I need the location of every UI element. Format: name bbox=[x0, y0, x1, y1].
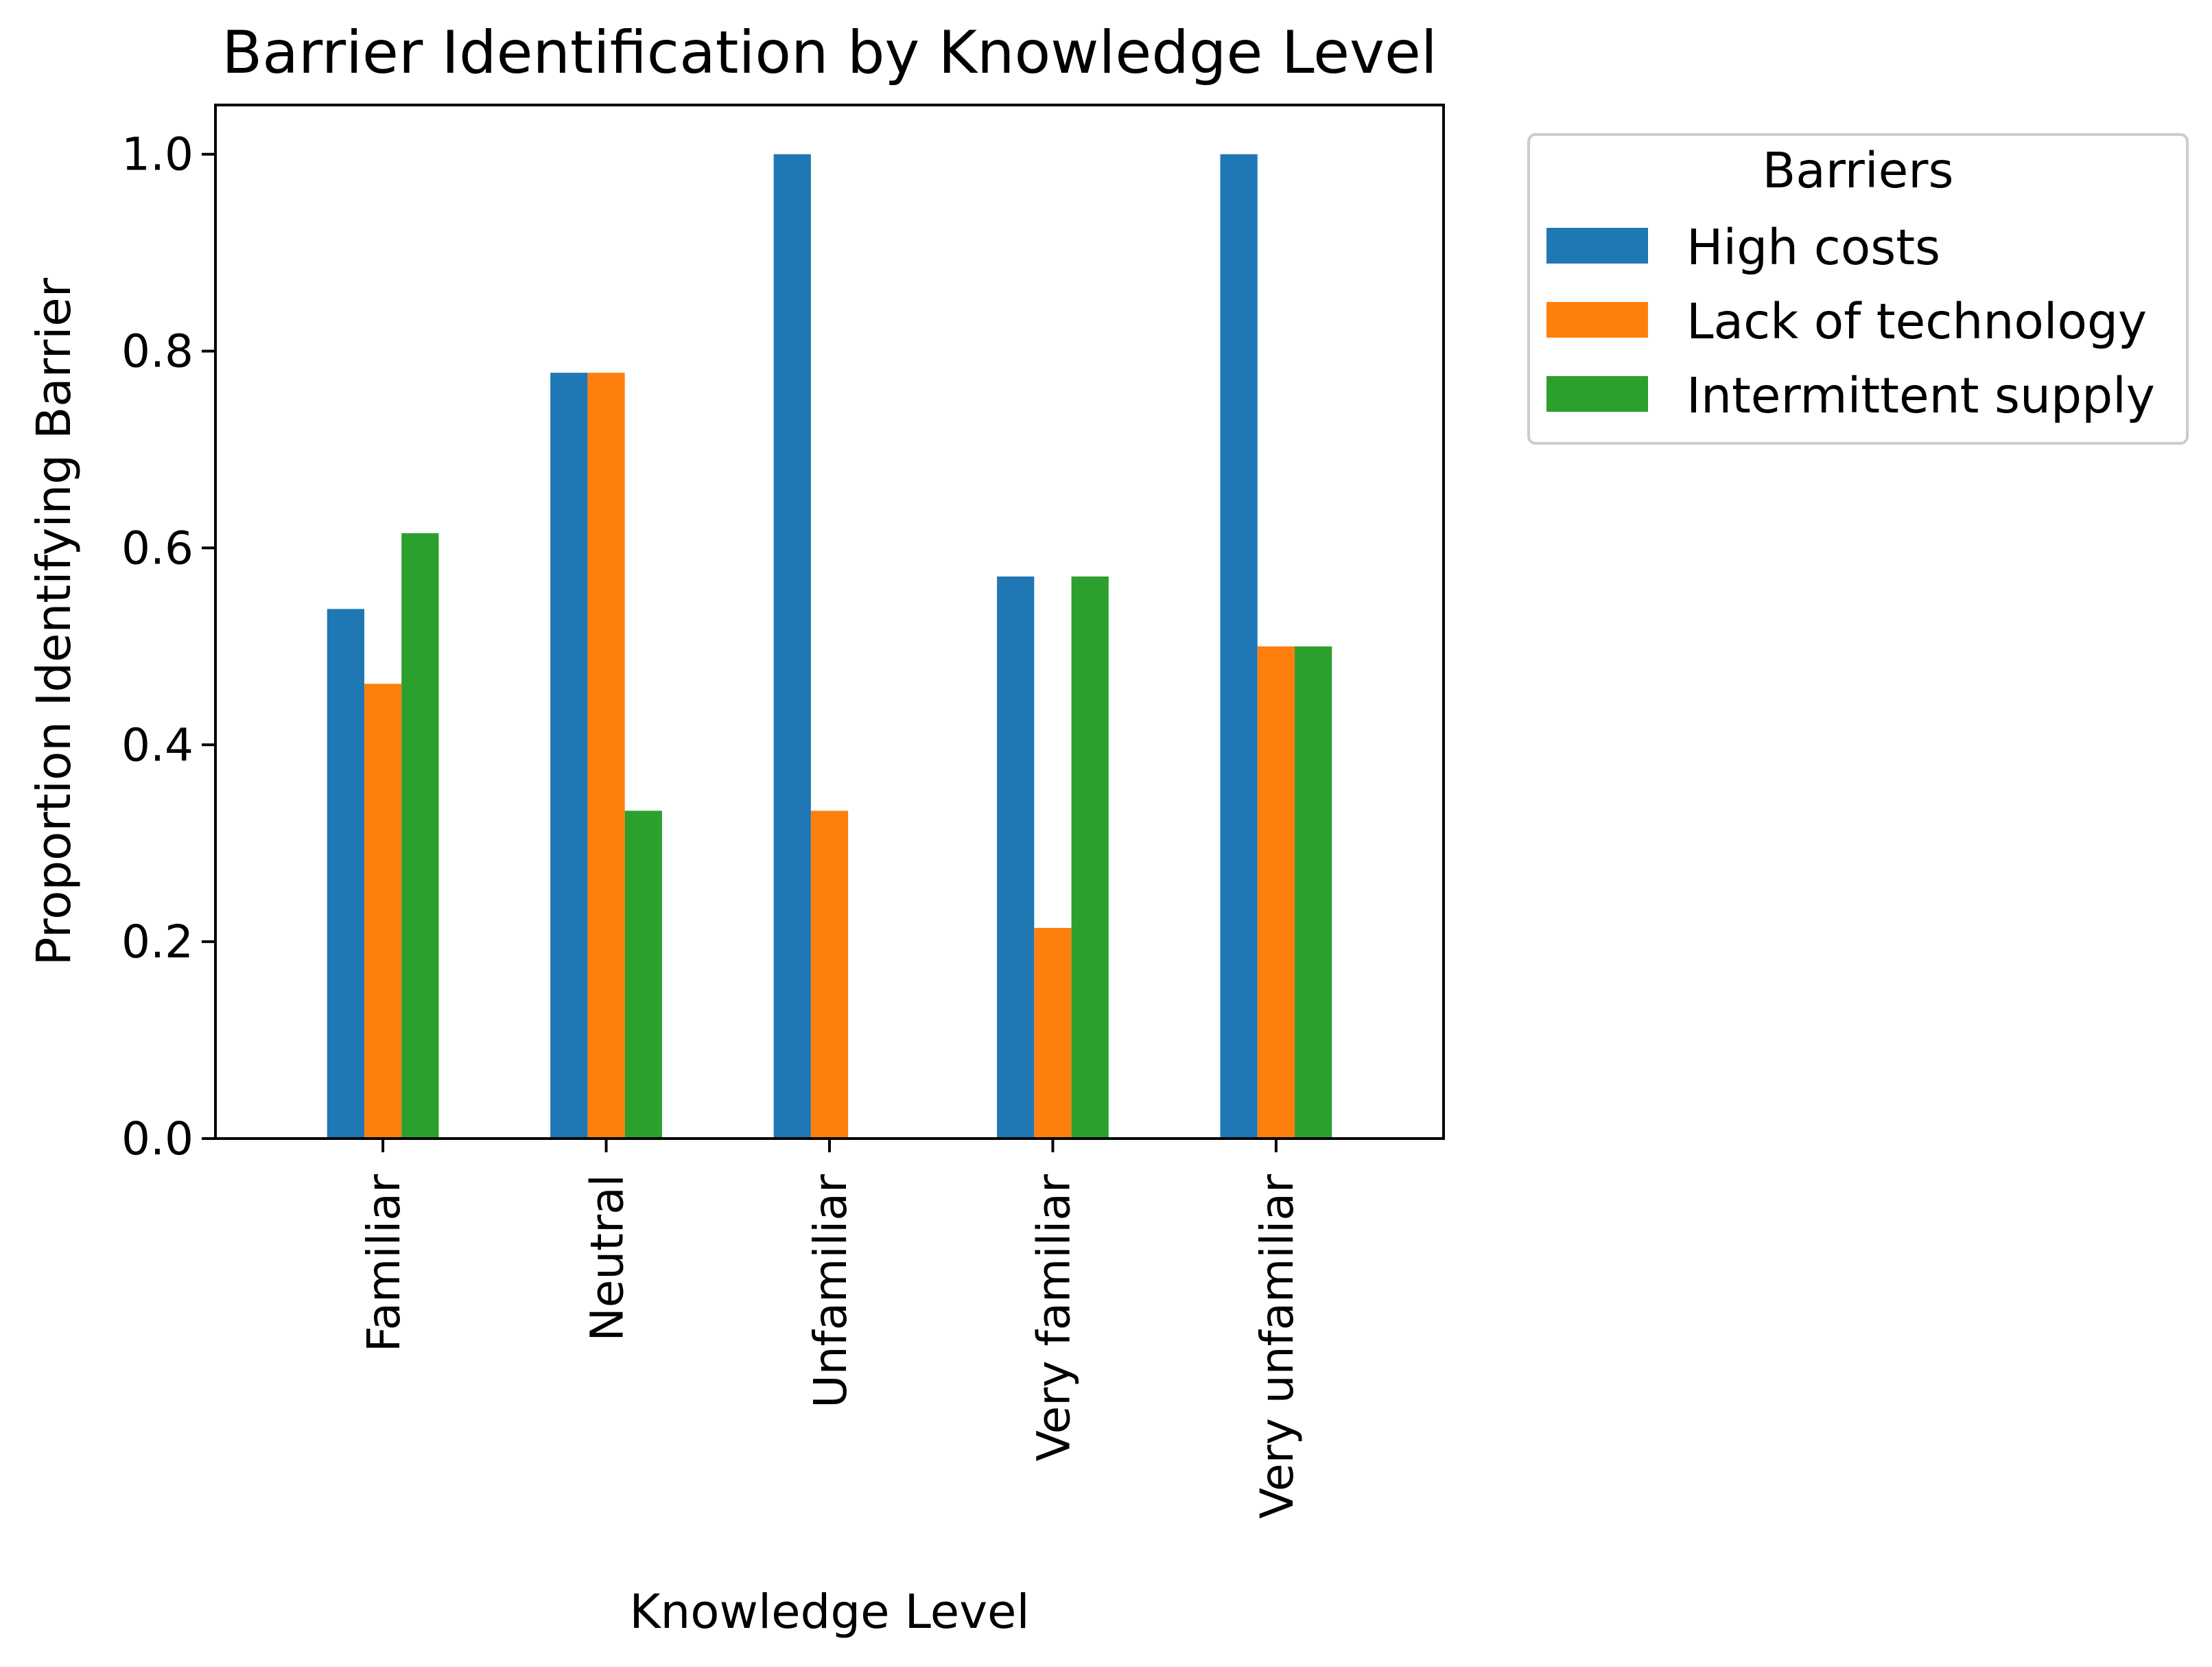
legend-label: Lack of technology bbox=[1686, 293, 2147, 350]
y-axis-label: Proportion Identifying Barrier bbox=[27, 277, 82, 966]
bar-high-costs-very-familiar bbox=[997, 576, 1035, 1139]
legend: Barriers High costs Lack of technology Int… bbox=[1527, 133, 2189, 445]
bar-lack-of-technology-familiar bbox=[364, 684, 402, 1139]
chart-title: Barrier Identification by Knowledge Leve… bbox=[222, 19, 1437, 87]
y-tick-label: 0.0 bbox=[121, 1112, 193, 1165]
y-tick-label: 0.8 bbox=[121, 325, 193, 378]
bar-high-costs-familiar bbox=[327, 609, 364, 1139]
legend-swatch bbox=[1546, 302, 1648, 338]
bar-intermittent-supply-neutral bbox=[624, 811, 662, 1139]
x-tick-label: Unfamiliar bbox=[804, 1174, 857, 1408]
y-tick-label: 0.2 bbox=[121, 916, 193, 968]
legend-swatch bbox=[1546, 228, 1648, 264]
bars-layer bbox=[327, 154, 1332, 1139]
legend-label: Intermittent supply bbox=[1686, 367, 2155, 424]
bar-intermittent-supply-very-familiar bbox=[1071, 576, 1109, 1139]
y-axis: 0.0 0.2 0.4 0.6 0.8 1.0 bbox=[121, 128, 215, 1165]
y-tick-label: 0.6 bbox=[121, 522, 193, 574]
bar-lack-of-technology-neutral bbox=[587, 373, 625, 1139]
legend-title: Barriers bbox=[1763, 142, 1954, 199]
legend-frame bbox=[1527, 133, 2189, 445]
bar-high-costs-very-unfamiliar bbox=[1220, 154, 1258, 1139]
y-tick-label: 1.0 bbox=[121, 128, 193, 181]
x-tick-label: Very unfamiliar bbox=[1251, 1174, 1304, 1519]
x-axis: Familiar Neutral Unfamiliar Very familiar Ve… bbox=[357, 1139, 1304, 1519]
x-tick-label: Familiar bbox=[357, 1174, 410, 1352]
x-axis-label: Knowledge Level bbox=[629, 1585, 1029, 1640]
legend-swatch bbox=[1546, 376, 1648, 412]
legend-items: High costs Lack of technology Intermittent… bbox=[1546, 219, 2155, 424]
bar-lack-of-technology-very-unfamiliar bbox=[1257, 646, 1295, 1139]
bar-high-costs-unfamiliar bbox=[773, 154, 811, 1139]
bar-intermittent-supply-very-unfamiliar bbox=[1295, 646, 1332, 1139]
legend-label: High costs bbox=[1686, 219, 1940, 276]
bar-intermittent-supply-familiar bbox=[401, 533, 439, 1139]
bar-lack-of-technology-very-familiar bbox=[1034, 928, 1072, 1139]
y-tick-label: 0.4 bbox=[121, 719, 193, 771]
bar-high-costs-neutral bbox=[550, 373, 588, 1139]
bar-lack-of-technology-unfamiliar bbox=[810, 811, 849, 1139]
x-tick-label: Neutral bbox=[581, 1174, 634, 1342]
x-tick-label: Very familiar bbox=[1027, 1174, 1080, 1461]
